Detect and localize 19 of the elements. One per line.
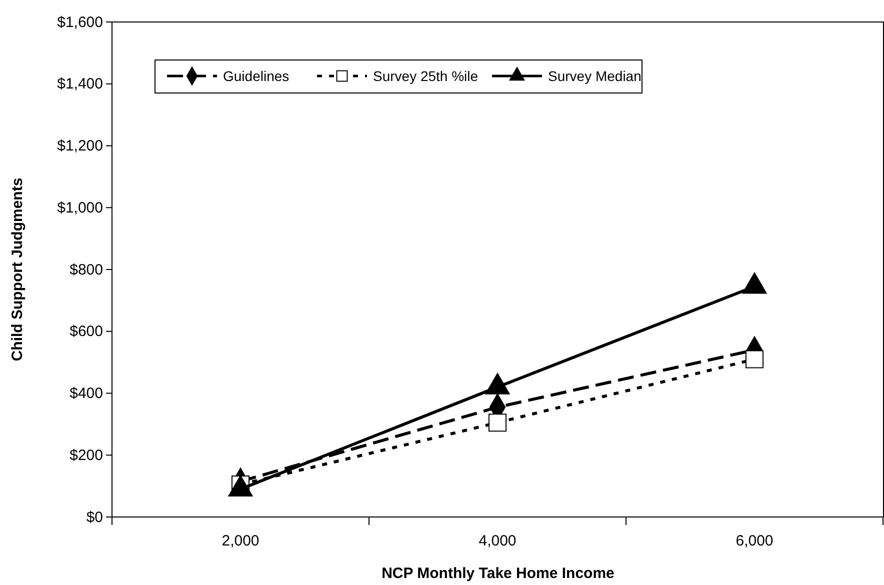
y-tick-label: $600 — [70, 323, 103, 340]
x-axis-title: NCP Monthly Take Home Income — [382, 565, 614, 582]
y-tick-label: $1,400 — [57, 76, 103, 93]
y-axis-title: Child Support Judgments — [9, 178, 26, 362]
x-tick-label: 2,000 — [222, 532, 260, 550]
x-tick-label: 4,000 — [478, 532, 516, 550]
y-tick-label: $200 — [70, 446, 103, 464]
x-tick-label: 6,000 — [736, 532, 774, 550]
y-tick-label: $0 — [86, 508, 103, 526]
point — [488, 414, 507, 432]
y-tick-label: $400 — [70, 385, 103, 402]
legend-label: Guidelines — [223, 68, 290, 84]
point — [745, 350, 764, 368]
y-tick-label: $1,200 — [57, 138, 103, 155]
y-tick-label: $800 — [70, 261, 103, 278]
y-tick-label: $1,600 — [57, 14, 103, 31]
y-tick-label: $1,000 — [57, 199, 103, 216]
legend-label: Survey 25th %ile — [373, 68, 478, 84]
legend-label: Survey Median — [548, 68, 642, 84]
